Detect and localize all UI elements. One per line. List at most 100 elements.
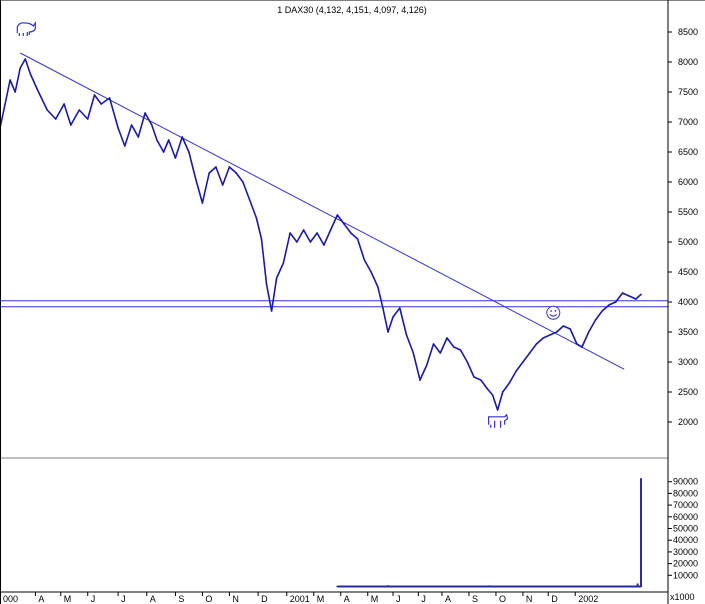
- price-point: [194, 178, 197, 180]
- price-point: [640, 293, 642, 296]
- price-point: [528, 352, 531, 354]
- price-tick-label: 6500: [678, 147, 698, 157]
- price-point: [124, 145, 126, 147]
- x-tick-label: S: [178, 594, 184, 604]
- price-point: [4, 103, 6, 105]
- price-point: [174, 157, 177, 159]
- price-tick-label: 3000: [678, 357, 698, 367]
- price-point: [260, 238, 263, 240]
- volume-tick-label: 20000: [673, 559, 698, 569]
- price-point: [508, 382, 511, 384]
- price-point: [515, 370, 517, 372]
- price-point: [270, 310, 273, 312]
- price-point: [549, 334, 551, 336]
- price-point: [377, 286, 379, 288]
- price-point: [228, 166, 231, 168]
- price-point: [86, 118, 89, 120]
- price-tick-label: 8000: [678, 57, 698, 67]
- trendline: [20, 52, 625, 370]
- price-point: [446, 337, 448, 339]
- price-point: [343, 223, 345, 225]
- volume-tick-label: 10000: [673, 570, 698, 580]
- price-point: [137, 136, 140, 138]
- price-point: [491, 394, 494, 396]
- price-point: [387, 331, 389, 333]
- price-point: [78, 109, 81, 111]
- price-tick-label: 7500: [678, 87, 698, 97]
- price-point: [419, 379, 421, 381]
- price-point: [542, 337, 544, 339]
- volume-tick-label: 80000: [673, 488, 698, 498]
- x-tick-label: 2001: [290, 594, 310, 604]
- price-point: [350, 232, 352, 234]
- price-point: [522, 361, 524, 363]
- price-point: [392, 316, 394, 318]
- volume-tick-label: 90000: [673, 477, 698, 487]
- price-point: [309, 241, 312, 243]
- price-point: [151, 124, 153, 126]
- price-point: [296, 241, 298, 243]
- price-point: [108, 97, 111, 99]
- price-point: [432, 343, 435, 345]
- price-point: [208, 172, 210, 174]
- price-point: [594, 319, 597, 321]
- price-point: [19, 67, 22, 69]
- x-tick-label: J: [396, 594, 401, 604]
- volume-tick-label: 40000: [673, 535, 698, 545]
- price-tick-label: 8500: [678, 27, 698, 37]
- x-tick-label: N: [526, 594, 533, 604]
- price-point: [248, 199, 251, 201]
- price-point: [188, 151, 190, 153]
- price-point: [70, 124, 72, 126]
- x-tick-label: 000: [3, 594, 18, 604]
- smiley-mouth: [549, 313, 558, 317]
- volume-tick-label: 30000: [673, 547, 698, 557]
- bear-shape: [488, 413, 509, 428]
- price-point: [144, 112, 146, 114]
- price-point: [587, 331, 590, 333]
- x-tick-label: M: [317, 594, 325, 604]
- volume-tick-label: 70000: [673, 500, 698, 510]
- price-point: [336, 214, 339, 216]
- price-tick-label: 3500: [678, 327, 698, 337]
- price-point: [167, 139, 170, 141]
- price-point: [215, 166, 217, 168]
- x-tick-label: 2002: [578, 594, 598, 604]
- price-point: [614, 301, 617, 303]
- price-point: [93, 94, 96, 96]
- price-point: [242, 181, 244, 183]
- price-point: [46, 109, 49, 111]
- price-point: [501, 391, 504, 393]
- chart-title: 1 DAX30 (4,132, 4,151, 4,097, 4,126): [277, 5, 427, 15]
- smiley-eye: [554, 310, 557, 312]
- x-tick-label: A: [344, 594, 350, 604]
- price-point: [562, 325, 565, 327]
- price-point: [162, 151, 165, 153]
- price-tick-label: 4000: [678, 297, 698, 307]
- price-point: [329, 229, 332, 231]
- price-point: [405, 334, 408, 336]
- price-point: [628, 295, 631, 297]
- price-point: [496, 409, 499, 411]
- price-point: [323, 244, 325, 246]
- price-point: [201, 202, 204, 204]
- price-tick-label: 4500: [678, 267, 698, 277]
- price-point: [255, 217, 258, 219]
- x-tick-label: S: [472, 594, 478, 604]
- price-point: [398, 307, 401, 309]
- price-point: [302, 229, 305, 231]
- price-point: [282, 262, 285, 264]
- price-point: [100, 103, 103, 105]
- x-tick-label: M: [371, 594, 379, 604]
- price-point: [452, 346, 455, 348]
- price-point: [555, 331, 558, 333]
- x-tick-label: D: [261, 594, 268, 604]
- x-tick-label: O: [205, 594, 212, 604]
- price-point: [289, 232, 291, 234]
- bull-icon: [16, 21, 36, 36]
- price-point: [275, 277, 278, 279]
- price-point: [63, 103, 65, 105]
- x-tick-label: J: [91, 594, 96, 604]
- price-point: [382, 307, 384, 309]
